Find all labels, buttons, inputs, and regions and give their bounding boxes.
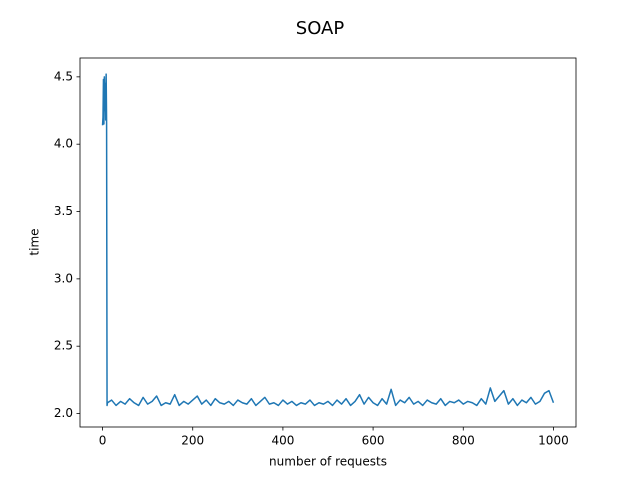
plot-frame [79,57,577,428]
y-tick-label: 2.5 [54,339,73,353]
x-tick-label: 800 [452,434,475,448]
y-tick-label: 4.5 [54,69,73,83]
y-tick-label: 3.5 [54,204,73,218]
line-series [101,73,555,407]
y-axis-label: time [28,228,42,255]
x-tick-label: 1000 [538,434,569,448]
y-tick-label: 2.0 [54,406,73,420]
x-axis-label: number of requests [269,455,387,469]
y-tick-label: 4.0 [54,137,73,151]
x-tick-label: 600 [362,434,385,448]
x-tick-label: 200 [181,434,204,448]
chart-title: SOAP [296,18,345,39]
x-tick-label: 0 [99,434,107,448]
y-tick-label: 3.0 [54,271,73,285]
x-tick-label: 400 [271,434,294,448]
